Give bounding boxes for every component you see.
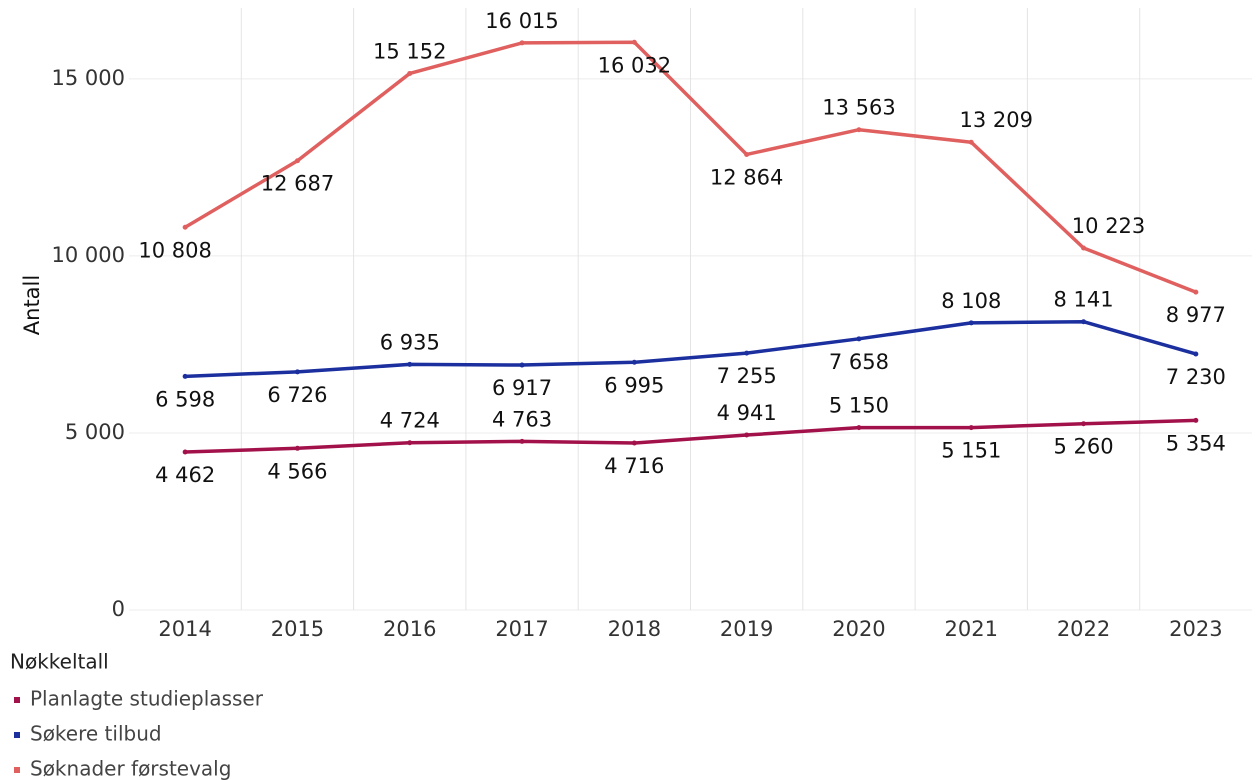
point xyxy=(631,440,637,446)
point xyxy=(182,224,188,230)
data-label: 13 209 xyxy=(960,108,1033,132)
point xyxy=(294,445,300,451)
point xyxy=(744,151,750,157)
point xyxy=(182,373,188,379)
legend-swatch xyxy=(14,732,20,738)
legend-title: Nøkkeltall xyxy=(10,650,109,674)
data-label: 4 763 xyxy=(492,407,552,431)
data-label: 5 260 xyxy=(1053,435,1113,459)
point xyxy=(1193,289,1199,295)
data-label: 16 032 xyxy=(598,53,671,77)
x-tick-label: 2021 xyxy=(945,617,998,641)
point xyxy=(631,39,637,45)
point xyxy=(407,361,413,367)
y-tick-label: 10 000 xyxy=(52,243,125,267)
point xyxy=(1081,319,1087,325)
point xyxy=(856,127,862,133)
data-label: 6 726 xyxy=(267,383,327,407)
series-line xyxy=(184,40,1197,294)
point xyxy=(744,432,750,438)
data-label: 12 864 xyxy=(710,165,783,189)
point xyxy=(856,336,862,342)
data-label: 5 150 xyxy=(829,394,889,418)
point xyxy=(1081,421,1087,427)
x-tick-label: 2016 xyxy=(383,617,436,641)
data-label: 5 151 xyxy=(941,439,1001,463)
point xyxy=(1081,245,1087,251)
point xyxy=(519,40,525,46)
data-label: 4 716 xyxy=(604,454,664,478)
data-label: 8 108 xyxy=(941,289,1001,313)
point xyxy=(519,362,525,368)
data-label: 4 724 xyxy=(380,409,440,433)
x-tick-label: 2014 xyxy=(158,617,211,641)
data-label: 8 141 xyxy=(1053,288,1113,312)
point xyxy=(1193,351,1199,357)
data-label: 6 995 xyxy=(604,373,664,397)
point xyxy=(407,440,413,446)
x-tick-label: 2019 xyxy=(720,617,773,641)
point xyxy=(968,320,974,326)
data-label: 12 687 xyxy=(261,172,334,196)
legend-label: Søkere tilbud xyxy=(30,722,162,746)
y-tick-label: 5 000 xyxy=(65,420,125,444)
point xyxy=(744,350,750,356)
legend-label: Planlagte studieplasser xyxy=(30,687,264,711)
series-line xyxy=(185,319,1197,379)
data-label: 15 152 xyxy=(373,39,446,63)
data-label: 10 223 xyxy=(1072,214,1145,238)
series-line xyxy=(185,418,1196,454)
x-tick-label: 2015 xyxy=(271,617,324,641)
x-tick-label: 2017 xyxy=(495,617,548,641)
point xyxy=(1193,417,1199,423)
point xyxy=(856,425,862,431)
point xyxy=(968,425,974,431)
y-axis-label: Antall xyxy=(20,275,44,335)
legend-label: Søknader førstevalg xyxy=(30,757,231,780)
point xyxy=(519,438,525,444)
legend-swatch xyxy=(14,767,20,773)
data-label: 7 658 xyxy=(829,350,889,374)
data-label: 7 230 xyxy=(1166,365,1226,389)
x-tick-label: 2022 xyxy=(1057,617,1110,641)
data-label: 13 563 xyxy=(822,96,895,120)
x-tick-label: 2023 xyxy=(1169,617,1222,641)
point xyxy=(294,369,300,375)
x-tick-label: 2018 xyxy=(608,617,661,641)
data-label: 10 808 xyxy=(138,238,211,262)
y-tick-label: 15 000 xyxy=(52,66,125,90)
point xyxy=(182,449,188,455)
data-label: 4 566 xyxy=(267,459,327,483)
data-label: 5 354 xyxy=(1166,431,1226,455)
point xyxy=(294,158,300,164)
data-label: 6 598 xyxy=(155,387,215,411)
point xyxy=(631,359,637,365)
data-label: 7 255 xyxy=(717,364,777,388)
data-label: 4 941 xyxy=(717,401,777,425)
data-label: 4 462 xyxy=(155,463,215,487)
data-label: 6 917 xyxy=(492,376,552,400)
legend-swatch xyxy=(14,697,20,703)
x-tick-label: 2020 xyxy=(832,617,885,641)
y-tick-label: 0 xyxy=(112,597,125,621)
point xyxy=(407,70,413,76)
data-label: 16 015 xyxy=(485,9,558,33)
point xyxy=(968,139,974,145)
data-label: 8 977 xyxy=(1166,303,1226,327)
data-label: 6 935 xyxy=(380,330,440,354)
